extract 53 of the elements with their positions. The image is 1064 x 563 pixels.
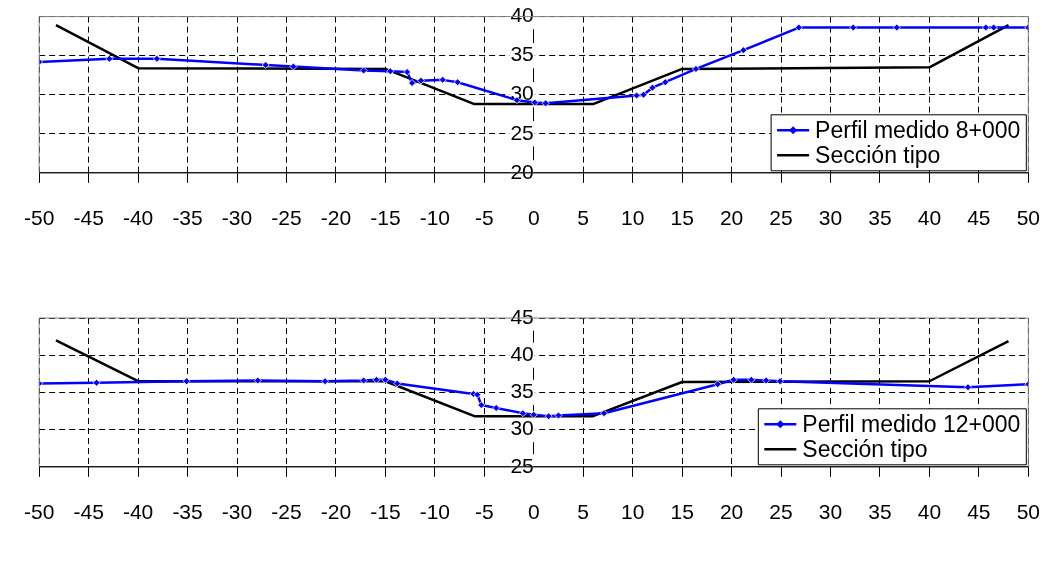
x-tick-label: 40: [917, 206, 942, 230]
x-tick-label: 15: [670, 500, 694, 524]
x-tick-label: -5: [474, 206, 494, 230]
y-tick-label: 35: [510, 379, 534, 403]
legend-label: Perfil medido 12+000: [802, 410, 1021, 437]
x-tick-label: 5: [577, 500, 590, 524]
legend-label: Perfil medido 8+000: [815, 116, 1021, 143]
x-tick-label: 30: [818, 500, 843, 524]
x-tick-label: 40: [917, 500, 942, 524]
x-tick-label: -30: [221, 206, 253, 230]
x-tick-label: 5: [577, 206, 590, 230]
y-tick-label: 40: [510, 342, 534, 365]
x-tick-label: 15: [670, 206, 694, 230]
x-tick-label: -25: [271, 206, 302, 230]
x-tick-label: -35: [172, 206, 203, 230]
x-tick-label: -50: [24, 206, 55, 230]
x-tick-label: 10: [620, 500, 645, 524]
x-tick-label: -30: [221, 500, 253, 524]
y-tick-label: 35: [510, 42, 534, 66]
y-tick-label: 25: [510, 120, 534, 144]
x-tick-label: 50: [1016, 206, 1040, 230]
x-tick-label: -20: [320, 206, 352, 230]
x-tick-label: -45: [73, 206, 104, 230]
x-tick-label: 0: [527, 206, 540, 230]
x-tick-label: 25: [769, 500, 793, 524]
x-tick-label: 25: [769, 206, 793, 230]
x-tick-label: 10: [620, 206, 645, 230]
y-tick-label: 30: [510, 416, 534, 440]
x-tick-label: -10: [419, 206, 451, 230]
x-tick-label: 35: [868, 500, 892, 524]
x-tick-label: -15: [370, 206, 401, 230]
x-tick-label: -25: [271, 500, 302, 524]
x-tick-label: -5: [474, 500, 494, 524]
x-tick-label: -15: [370, 500, 401, 524]
x-tick-label: 45: [967, 206, 991, 230]
x-tick-label: 45: [967, 500, 991, 524]
x-tick-label: -40: [122, 500, 154, 524]
x-tick-label: -40: [122, 206, 154, 230]
x-tick-label: -10: [419, 500, 451, 524]
x-tick-label: 30: [818, 206, 843, 230]
x-tick-label: -20: [320, 500, 352, 524]
x-tick-label: 50: [1016, 500, 1040, 524]
x-tick-label: -45: [73, 500, 104, 524]
legend-label: Sección tipo: [802, 435, 928, 462]
x-tick-label: 35: [868, 206, 892, 230]
x-tick-label: 0: [527, 500, 540, 524]
x-tick-label: -35: [172, 500, 203, 524]
x-tick-label: -50: [24, 500, 55, 524]
x-tick-label: 20: [719, 206, 744, 230]
legend-label: Sección tipo: [815, 141, 941, 168]
x-tick-label: 20: [719, 500, 744, 524]
y-tick-label: 40: [510, 3, 534, 27]
y-tick-label: 45: [510, 304, 534, 328]
